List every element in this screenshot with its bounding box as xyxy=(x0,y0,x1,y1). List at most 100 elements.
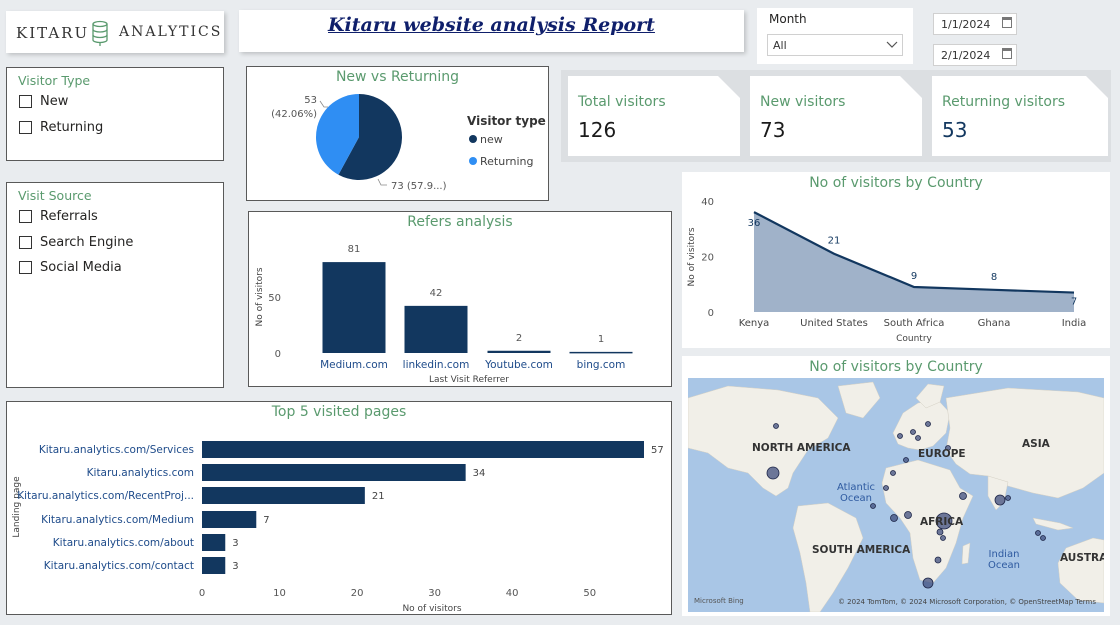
card-value: 126 xyxy=(578,118,617,142)
bing-logo: Microsoft Bing xyxy=(694,597,744,605)
calendar-icon[interactable] xyxy=(1002,17,1012,28)
y-tick-label: 50 xyxy=(268,293,281,304)
bar xyxy=(487,350,551,353)
end-date-value: 2/1/2024 xyxy=(941,49,991,62)
checkbox[interactable] xyxy=(19,95,32,108)
map-bubble[interactable] xyxy=(870,503,876,509)
report-title: Kitaru website analysis Report xyxy=(328,14,655,36)
legend-item: Returning xyxy=(480,155,534,168)
leader-line xyxy=(377,178,387,186)
slicer-option-returning[interactable]: Returning xyxy=(19,120,103,135)
y-tick-label: 0 xyxy=(708,308,714,319)
bar xyxy=(404,305,468,353)
calendar-icon[interactable] xyxy=(1002,48,1012,59)
pie-slice-new xyxy=(338,94,402,180)
x-tick-label: South Africa xyxy=(884,318,945,329)
bar-data-label: 34 xyxy=(473,468,486,479)
slicer-option-search-engine[interactable]: Search Engine xyxy=(19,235,133,250)
map-bubble[interactable] xyxy=(903,457,909,463)
slicer-option-social-media[interactable]: Social Media xyxy=(19,260,122,275)
area-fill xyxy=(754,212,1074,312)
land-scandinavia xyxy=(915,383,945,409)
checkbox[interactable] xyxy=(19,210,32,223)
map-bubble[interactable] xyxy=(890,470,896,476)
land-africa xyxy=(881,459,974,584)
map-bubble[interactable] xyxy=(922,577,934,589)
map-bubble[interactable] xyxy=(994,494,1006,506)
y-tick-label: Kitaru.analytics.com/about xyxy=(53,537,194,549)
end-date-input[interactable]: 2/1/2024 xyxy=(933,44,1017,66)
map-label: NORTH AMERICA xyxy=(752,442,851,454)
map-bubble[interactable] xyxy=(935,512,953,530)
map-bubble[interactable] xyxy=(1005,495,1011,501)
month-dropdown[interactable]: All xyxy=(767,34,903,56)
visit-source-slicer: Visit Source Referrals Search Engine Soc… xyxy=(6,182,224,388)
pie-slice-returning xyxy=(316,94,359,175)
month-filter-label: Month xyxy=(769,12,807,26)
card-label: Returning visitors xyxy=(942,94,1066,110)
start-date-input[interactable]: 1/1/2024 xyxy=(933,13,1017,35)
map-bubble[interactable] xyxy=(1040,535,1046,541)
map-bubble[interactable] xyxy=(915,435,921,441)
x-tick-label: 0 xyxy=(199,588,205,599)
bar-data-label: 81 xyxy=(348,244,361,255)
card-value: 73 xyxy=(760,118,786,142)
point-data-label: 36 xyxy=(748,218,761,229)
checkbox[interactable] xyxy=(19,261,32,274)
checkbox[interactable] xyxy=(19,121,32,134)
pie-data-label: 53 xyxy=(304,95,317,106)
map-bubble[interactable] xyxy=(940,535,946,541)
map-bubble[interactable] xyxy=(766,466,780,480)
map-bubble[interactable] xyxy=(925,421,931,427)
total-visitors-card[interactable]: Total visitors 126 xyxy=(568,76,740,156)
map-bubble[interactable] xyxy=(904,511,912,519)
y-tick-label: 20 xyxy=(701,253,714,264)
map-bubble[interactable] xyxy=(1035,530,1041,536)
x-tick-label: bing.com xyxy=(577,359,626,371)
map-bubble[interactable] xyxy=(773,423,779,429)
x-tick-label: India xyxy=(1062,318,1087,329)
series-line xyxy=(753,211,1075,294)
new-visitors-card[interactable]: New visitors 73 xyxy=(750,76,922,156)
x-tick-label: Kenya xyxy=(739,318,770,329)
new-vs-returning-chart: New vs Returning 73 (57.9...) 53 (42.06%) V… xyxy=(246,66,549,201)
map-bubble[interactable] xyxy=(959,492,967,500)
y-tick-label: 40 xyxy=(701,197,714,208)
slicer-option-new[interactable]: New xyxy=(19,94,68,109)
map-label: ASIA xyxy=(1022,438,1050,450)
chart-title: Refers analysis xyxy=(407,214,513,230)
x-axis-title: Last Visit Referrer xyxy=(429,375,509,385)
map-label: Indian Ocean xyxy=(988,549,1020,571)
returning-visitors-card[interactable]: Returning visitors 53 xyxy=(932,76,1108,156)
land-greenland xyxy=(837,381,881,419)
land-south-america xyxy=(792,502,864,612)
map-bubble[interactable] xyxy=(883,485,889,491)
y-axis-title: No of visitors xyxy=(255,267,265,326)
legend-item: new xyxy=(480,133,503,146)
leader-line xyxy=(319,100,328,108)
bar-data-label: 2 xyxy=(516,333,522,344)
slicer-option-referrals[interactable]: Referrals xyxy=(19,209,98,224)
month-dropdown-value: All xyxy=(773,39,787,52)
map-bubble[interactable] xyxy=(890,514,898,522)
bar xyxy=(202,557,226,574)
bar xyxy=(202,487,365,504)
map-bubble[interactable] xyxy=(936,528,944,536)
land-australia xyxy=(1057,537,1104,604)
x-tick-label: 20 xyxy=(351,588,364,599)
map-label: SOUTH AMERICA xyxy=(812,544,911,556)
x-tick-label: Medium.com xyxy=(320,359,388,371)
checkbox[interactable] xyxy=(19,236,32,249)
map-bubble[interactable] xyxy=(910,429,916,435)
map-attribution[interactable]: © 2024 TomTom, © 2024 Microsoft Corporat… xyxy=(837,598,1096,606)
map-bubble[interactable] xyxy=(934,556,942,564)
world-map-svg xyxy=(688,381,1104,612)
legend-title: Visitor type xyxy=(467,114,546,128)
option-label: Returning xyxy=(40,120,104,135)
world-map[interactable]: NORTH AMERICA EUROPE ASIA Atlantic Ocean… xyxy=(688,378,1104,612)
map-title: No of visitors by Country xyxy=(809,359,983,375)
bar-data-label: 57 xyxy=(651,445,664,456)
bar-data-label: 42 xyxy=(430,288,443,299)
map-bubble[interactable] xyxy=(897,433,903,439)
map-bubble[interactable] xyxy=(945,445,951,451)
